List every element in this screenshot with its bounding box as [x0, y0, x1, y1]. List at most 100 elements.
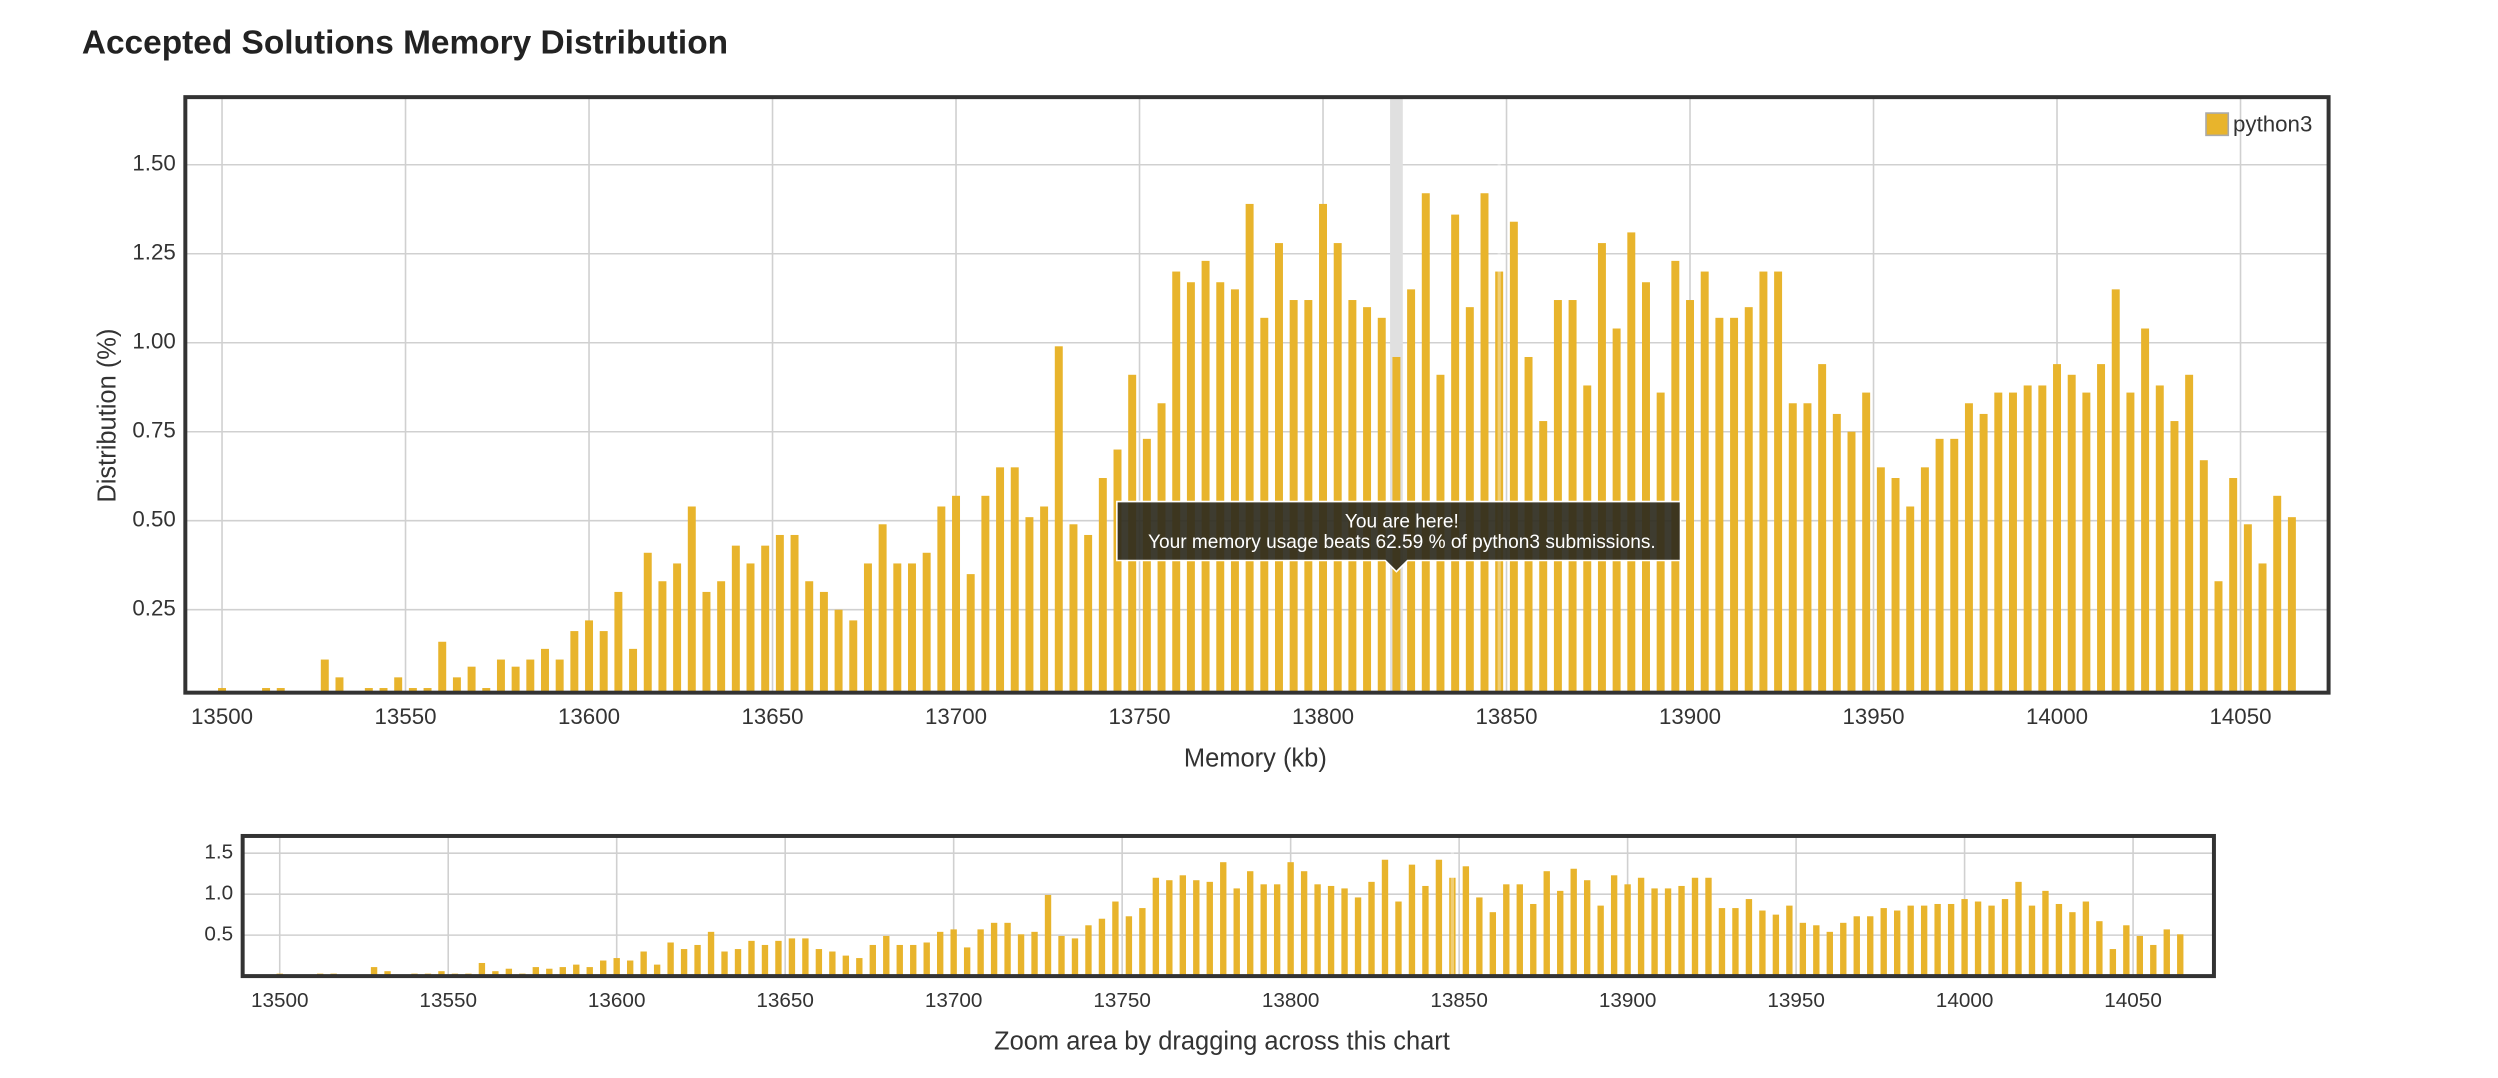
bar: [1799, 922, 1807, 977]
bar: [1368, 881, 1375, 977]
bar: [1098, 478, 1107, 693]
x-tick-label: 13600: [588, 989, 646, 1012]
bar: [1421, 193, 1430, 693]
bar: [896, 944, 903, 977]
bar: [829, 951, 836, 977]
bar: [1651, 888, 1658, 977]
bar: [680, 949, 688, 977]
bar: [1449, 877, 1456, 977]
x-tick-label: 14050: [2104, 989, 2162, 1012]
bar: [856, 958, 863, 977]
bar: [1314, 884, 1321, 977]
bar: [505, 968, 513, 977]
x-tick-label: 13750: [1093, 989, 1151, 1012]
bar: [573, 964, 580, 977]
bar: [1166, 880, 1173, 977]
bar: [788, 938, 796, 977]
bar: [819, 591, 828, 693]
bar: [731, 545, 740, 693]
bar: [1744, 307, 1753, 693]
bar: [805, 581, 814, 693]
bar: [2214, 581, 2223, 693]
x-tick-label: 13650: [742, 704, 804, 729]
bar: [1142, 438, 1151, 693]
bar: [1597, 243, 1606, 693]
bar: [2001, 899, 2009, 977]
bar: [869, 944, 876, 977]
bar: [496, 659, 505, 693]
y-tick-label: 0.75: [132, 418, 175, 443]
bar: [1010, 467, 1019, 693]
bar: [1058, 935, 1065, 977]
bar: [908, 563, 916, 693]
tooltip-text: Your memory usage beats 62.59 % of pytho…: [1148, 532, 1656, 553]
bar: [2028, 905, 2036, 977]
bar: [1803, 403, 1812, 693]
bar: [1920, 467, 1929, 693]
bar: [1570, 868, 1577, 977]
bar: [532, 967, 540, 977]
bar: [276, 688, 285, 693]
tooltip-box: [1116, 500, 1682, 573]
bar: [1832, 413, 1841, 693]
y-tick-label: 0.50: [132, 507, 175, 532]
bar: [1671, 260, 1680, 693]
bar: [559, 967, 566, 977]
bar: [1974, 901, 1982, 977]
bar: [541, 648, 549, 693]
bar: [1230, 289, 1239, 693]
x-tick-label: 13600: [558, 704, 620, 729]
bar: [438, 971, 445, 977]
x-tick-label: 13900: [1659, 704, 1721, 729]
bar: [2082, 901, 2090, 977]
bar: [1557, 890, 1564, 977]
bar: [2038, 385, 2047, 693]
bar: [2082, 392, 2091, 693]
bar: [1044, 894, 1052, 977]
bar: [1691, 877, 1699, 977]
bar: [1994, 392, 2003, 693]
y-tick-label: 1.50: [132, 151, 175, 176]
bar: [379, 688, 388, 693]
x-tick-label: 13850: [1476, 704, 1538, 729]
bar: [834, 609, 843, 693]
bar: [1718, 908, 1726, 977]
bar: [923, 942, 930, 977]
tooltip-text: You are here!: [1345, 511, 1459, 532]
bar: [1273, 884, 1281, 977]
bar: [599, 631, 608, 693]
bar: [2163, 929, 2170, 977]
bar: [1435, 859, 1443, 977]
bar: [1624, 884, 1631, 977]
bar: [614, 591, 623, 693]
bar: [878, 524, 887, 693]
bar: [883, 935, 890, 977]
bar: [1193, 880, 1200, 977]
bar: [1233, 888, 1240, 977]
x-tick-label: 13750: [1109, 704, 1171, 729]
bar: [775, 534, 784, 693]
navigator-label[interactable]: Zoom area by dragging across this chart: [994, 1028, 1450, 1056]
bar: [1934, 903, 1941, 977]
y-tick-label: 1.5: [204, 841, 233, 864]
bar: [981, 495, 990, 693]
plot-frame: [240, 833, 2216, 979]
bar: [1745, 899, 1753, 977]
bar: [2126, 392, 2135, 693]
bar: [1880, 908, 1887, 977]
bar: [1894, 910, 1901, 977]
bar: [2053, 364, 2061, 693]
bar: [585, 620, 594, 693]
bar: [2150, 944, 2157, 977]
bar: [702, 591, 711, 693]
bar: [526, 659, 535, 693]
bar: [1084, 534, 1093, 693]
bar: [653, 964, 661, 977]
bar: [1275, 243, 1283, 693]
bar: [1289, 300, 1298, 693]
bar: [1700, 271, 1709, 693]
bar: [1304, 300, 1313, 693]
bar: [384, 971, 391, 977]
y-tick-label: 1.0: [204, 882, 233, 905]
bar: [1098, 918, 1106, 977]
